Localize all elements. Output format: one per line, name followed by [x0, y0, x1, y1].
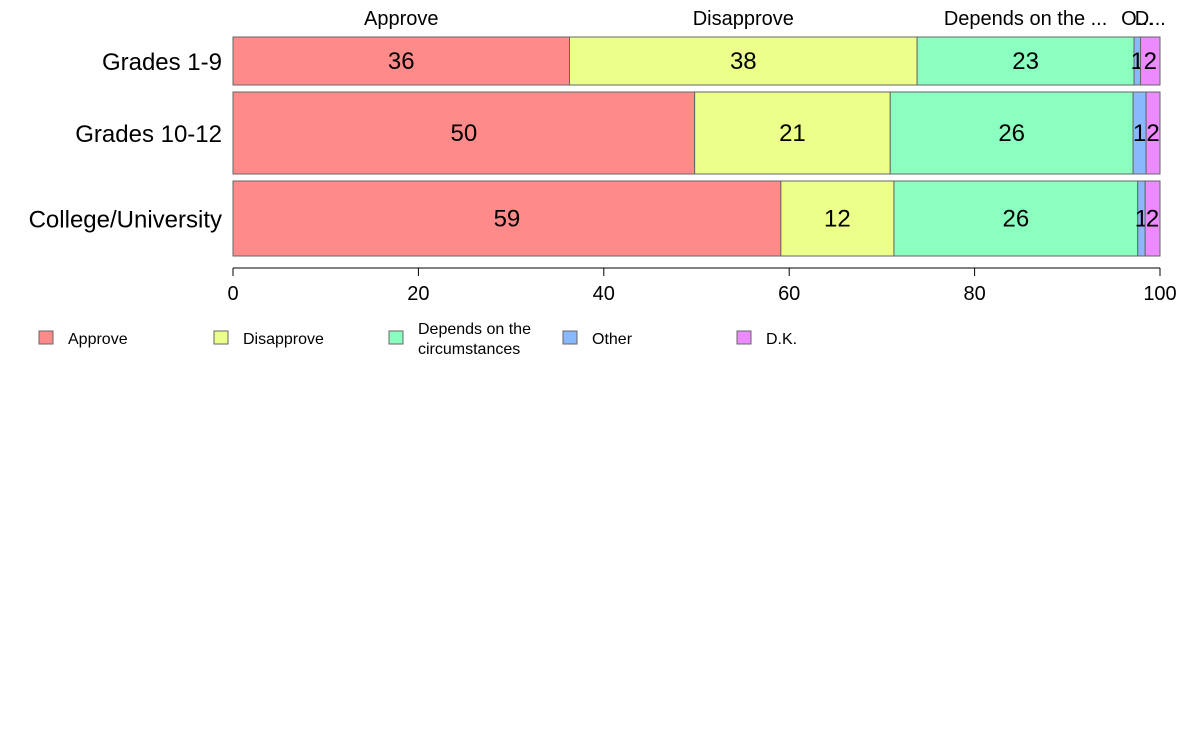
- bar-segment: [232, 180, 782, 257]
- x-tick-label: 0: [227, 283, 238, 305]
- bar-value-label: 2: [1146, 206, 1159, 233]
- series-top-label: O...: [1121, 8, 1153, 30]
- bar-value-label: 26: [998, 120, 1025, 147]
- legend-label: Other: [592, 331, 633, 348]
- bar-value-label: 12: [824, 206, 851, 233]
- category-label: Grades 1-9: [102, 49, 222, 76]
- category-label: Grades 10-12: [75, 121, 222, 148]
- bar-segment: [232, 36, 571, 86]
- legend-label: Depends on the: [418, 321, 531, 338]
- bar-segment: [1144, 180, 1161, 257]
- bar-value-label: 2: [1146, 120, 1159, 147]
- bar-value-label: 21: [779, 120, 806, 147]
- category-label: College/University: [29, 207, 222, 234]
- legend-label: Approve: [68, 331, 128, 348]
- legend-swatch: [213, 330, 229, 345]
- bar-segment: [889, 91, 1134, 175]
- x-tick-label: 40: [593, 283, 615, 305]
- legend-label: Disapprove: [243, 331, 324, 348]
- bar-segment: [1140, 36, 1161, 86]
- legend-swatch: [38, 330, 54, 345]
- legend-swatch: [736, 330, 752, 345]
- series-top-label: D...: [1135, 8, 1166, 30]
- x-tick-label: 20: [407, 283, 429, 305]
- bar-value-label: 50: [450, 120, 477, 147]
- top-labels-layer: Approve Disapprove Depends on the ... O...D…: [364, 8, 1166, 30]
- x-tick-label: 100: [1143, 283, 1176, 305]
- bar-segment: [780, 180, 895, 257]
- legend-swatch: [562, 330, 578, 345]
- bar-segment: [916, 36, 1135, 86]
- bar-value-label: 36: [388, 48, 415, 75]
- x-tick-label: 80: [963, 283, 985, 305]
- category-labels-layer: Grades 1-9 Grades 10-12 College/University: [29, 49, 222, 234]
- bar-value-label: 23: [1012, 48, 1039, 75]
- series-top-label: Approve: [364, 8, 439, 30]
- series-top-label: Depends on the ...: [944, 8, 1107, 30]
- bar-value-label: 59: [494, 206, 521, 233]
- bar-segment: [1145, 91, 1161, 175]
- x-axis: 0 20 40 60 80 100: [227, 267, 1177, 305]
- legend-swatch: [388, 330, 404, 345]
- series-top-label: Disapprove: [693, 8, 794, 30]
- bar-value-label: 1: [1133, 120, 1146, 147]
- bars-layer: 36 38 23 1 250 21 26 1 259 12 26 12: [232, 36, 1161, 257]
- bar-segment: [694, 91, 891, 175]
- legend: Approve Disapprove Depends on the circumsta…: [38, 321, 797, 358]
- bar-value-label: 2: [1144, 48, 1157, 75]
- bar-segment: [569, 36, 918, 86]
- bar-value-label: 38: [730, 48, 757, 75]
- legend-label: circumstances: [418, 341, 520, 358]
- x-tick-label: 60: [778, 283, 800, 305]
- legend-label: D.K.: [766, 331, 797, 348]
- bar-value-label: 26: [1002, 206, 1029, 233]
